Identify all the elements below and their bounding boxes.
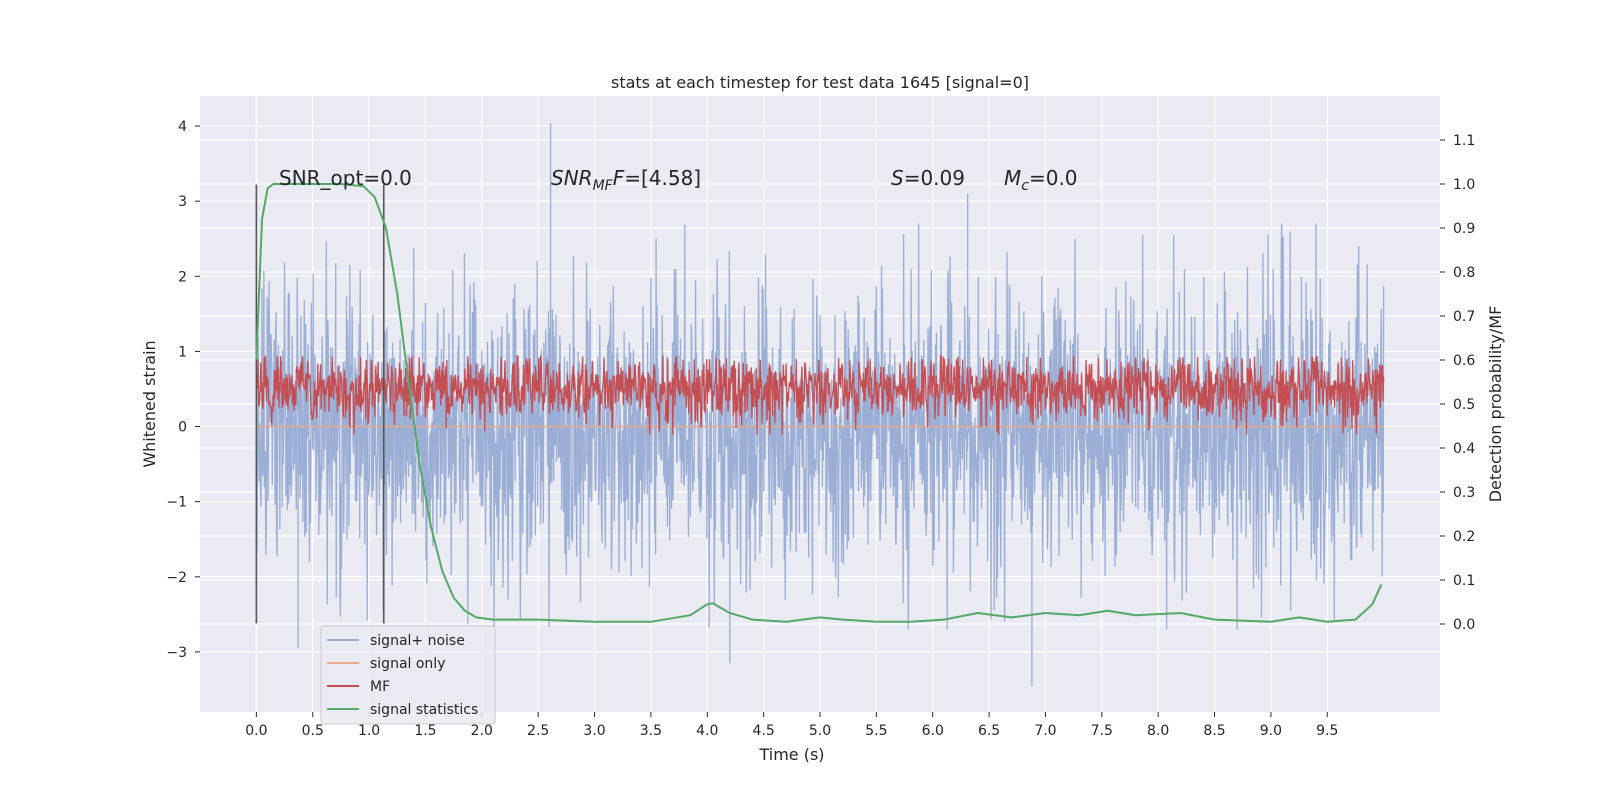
x-tick-label: 5.5	[865, 723, 887, 739]
y-axis-label: Whitened strain	[140, 340, 159, 467]
x-tick-label: 0.5	[302, 723, 324, 739]
annotation-snr-opt: SNR_opt=0.0	[279, 166, 412, 190]
x-tick-label: 9.0	[1260, 723, 1282, 739]
x-tick-label: 9.5	[1316, 723, 1338, 739]
legend-label-signal-statistics: signal statistics	[370, 702, 478, 718]
annotation-s: S=0.09	[891, 166, 965, 190]
y-tick-label: 3	[178, 194, 187, 210]
x-tick-label: 3.0	[583, 723, 605, 739]
snr-mf-sub: MF	[593, 178, 614, 194]
mc-rest: =0.0	[1029, 166, 1078, 190]
right-y-tick-label: 1.0	[1453, 177, 1475, 193]
right-y-tick-label: 1.1	[1453, 133, 1475, 149]
signal-statistics-line	[255, 183, 1383, 623]
x-tick-label: 8.5	[1203, 723, 1225, 739]
right-y-tick-label: 0.6	[1453, 353, 1475, 369]
y-tick-label: 4	[178, 119, 187, 135]
legend-label-signal-only: signal only	[370, 656, 445, 672]
snr-mf-f: F	[613, 166, 625, 190]
annotation-snr-mf: SNRMFF=[4.58]	[551, 166, 701, 194]
right-y-tick-label: 0.4	[1453, 441, 1475, 457]
s-label: S	[891, 166, 904, 190]
mc-sub: c	[1021, 178, 1029, 194]
y-tick-label: −3	[166, 645, 187, 661]
x-tick-label: 7.5	[1091, 723, 1113, 739]
boundary-markers	[255, 184, 385, 624]
s-rest: =0.09	[904, 166, 965, 190]
y-tick-label: 0	[178, 420, 187, 436]
x-axis-ticks: 0.0 0.5 1.0 1.5 2.0 2.5 3.0 3.5 4.0 4.5 5.0 5.5 6.0 6…	[245, 712, 1338, 739]
legend-label-signal-noise: signal+ noise	[370, 633, 465, 649]
mf-series	[255, 354, 1385, 435]
right-y-tick-label: 0.7	[1453, 309, 1475, 325]
legend-box	[320, 625, 496, 725]
snr-mf-rest: =[4.58]	[624, 166, 701, 190]
y-tick-label: −2	[166, 570, 187, 586]
y-tick-label: 1	[178, 344, 187, 360]
right-y-tick-label: 0.8	[1453, 265, 1475, 281]
x-axis-label: Time (s)	[758, 745, 824, 764]
x-tick-label: 6.0	[922, 723, 944, 739]
right-y-axis-label: Detection probability/MF	[1486, 306, 1505, 503]
x-tick-label: 8.0	[1147, 723, 1169, 739]
y-tick-label: −1	[166, 495, 187, 511]
chart-title: stats at each timestep for test data 164…	[611, 73, 1029, 92]
right-y-axis-ticks: 0.0 0.1 0.2 0.3 0.4 0.5 0.6 0.7 0.8 0.9 1.0 1.1	[1440, 133, 1475, 633]
x-tick-label: 5.0	[809, 723, 831, 739]
mf-line	[255, 354, 1385, 435]
annotation-mc: Mc=0.0	[1004, 166, 1078, 194]
x-tick-label: 6.5	[978, 723, 1000, 739]
x-tick-label: 2.0	[471, 723, 493, 739]
right-y-tick-label: 0.5	[1453, 397, 1475, 413]
right-y-tick-label: 0.2	[1453, 529, 1475, 545]
signal-statistics-series	[255, 183, 1383, 623]
mc-main: M	[1004, 166, 1021, 190]
right-y-tick-label: 0.3	[1453, 485, 1475, 501]
x-tick-label: 0.0	[245, 723, 267, 739]
right-y-tick-label: 0.0	[1453, 617, 1475, 633]
right-y-tick-label: 0.1	[1453, 573, 1475, 589]
x-tick-label: 7.0	[1034, 723, 1056, 739]
x-tick-label: 4.5	[753, 723, 775, 739]
x-tick-label: 4.0	[696, 723, 718, 739]
x-tick-label: 2.5	[527, 723, 549, 739]
y-tick-label: 2	[178, 269, 187, 285]
x-tick-label: 3.5	[640, 723, 662, 739]
snr-mf-main: SNR	[551, 166, 593, 190]
right-y-tick-label: 0.9	[1453, 221, 1475, 237]
y-axis-ticks: −3 −2 −1 0 1 2 3 4	[166, 119, 200, 661]
legend-label-mf: MF	[370, 679, 390, 695]
x-tick-label: 1.5	[414, 723, 436, 739]
x-tick-label: 1.0	[358, 723, 380, 739]
legend: signal+ noise signal only MF signal stat…	[320, 625, 496, 725]
